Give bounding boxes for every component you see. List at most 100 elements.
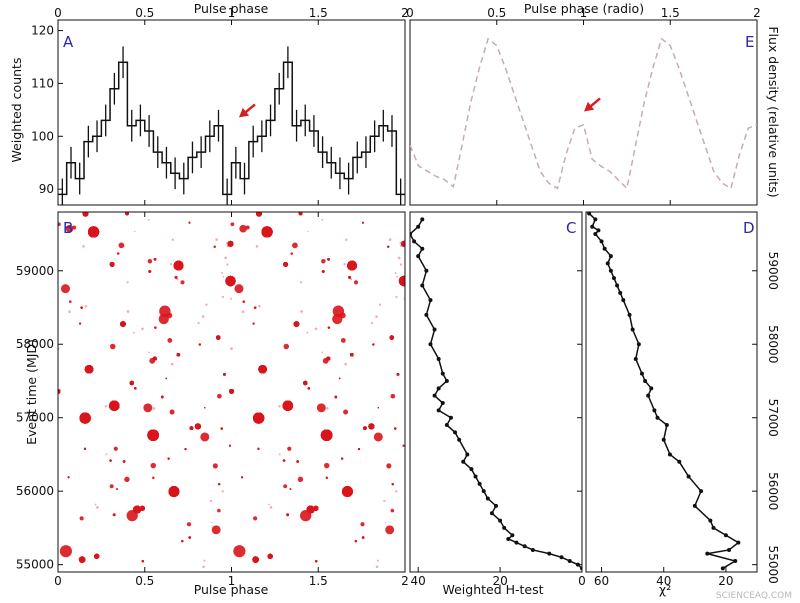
panel-b-event-dot	[341, 457, 344, 460]
panel-b-event-dot	[253, 306, 257, 309]
panel-b-event-dot	[390, 393, 396, 399]
panel-b-event-dot	[377, 407, 379, 409]
panel-b-event-dot	[372, 343, 375, 346]
panel-b-event-dot	[373, 432, 383, 442]
panel-b-event-dot	[198, 343, 201, 346]
panel-b-event-dot	[372, 343, 375, 346]
panel-b-event-dot	[117, 252, 120, 255]
panel-b-event-dot	[79, 322, 82, 325]
panel-b-event-dot	[117, 252, 120, 255]
panel-b-event-dot	[67, 476, 70, 479]
panel-b-event-dot	[327, 326, 331, 329]
panel-b-event-dot	[58, 222, 61, 227]
panel-b-event-dot	[338, 377, 341, 380]
panel-b-event-dot	[241, 476, 244, 479]
panel-b-event-dot	[152, 476, 155, 479]
panel-b-event-dot	[203, 559, 206, 562]
panel-c-htest-point	[453, 430, 458, 435]
panel-b-event-dot	[122, 460, 126, 463]
panel-b-event-dot	[357, 448, 361, 451]
panel-b-event-dot	[229, 444, 231, 447]
panel-b-event-dot	[321, 270, 325, 273]
panel-b-event-dot	[241, 476, 244, 479]
panel-b-event-dot	[387, 245, 390, 248]
panel-b-event-dot	[67, 476, 70, 479]
panel-b-event-dot	[218, 483, 221, 486]
panel-b-event-dot	[387, 245, 390, 248]
panel-b-event-dot	[387, 245, 390, 248]
panel-b-event-dot	[293, 321, 300, 327]
panel-b-event-dot	[357, 448, 361, 451]
panel-b-event-dot	[242, 300, 245, 303]
panel-b-event-dot	[134, 387, 137, 390]
panel-b-event-dot	[324, 462, 330, 469]
panel-e-arrowhead	[584, 101, 595, 112]
panel-b-event-dot	[289, 488, 292, 490]
panel-b-event-dot	[153, 257, 157, 261]
panel-b-event-dot	[154, 326, 157, 329]
panel-b-event-dot	[132, 331, 135, 334]
panel-b-event-dot	[126, 310, 130, 313]
panel-b-event-dot	[188, 221, 191, 224]
panel-b-event-dot	[348, 276, 351, 279]
panel-b-event-dot	[220, 427, 223, 430]
panel-c-htest-point	[506, 536, 511, 541]
panel-b-event-dot	[307, 387, 311, 390]
panel-b-event-dot	[109, 459, 112, 462]
panel-b-event-dot	[153, 257, 157, 261]
panel-b-event-dot	[258, 364, 267, 374]
panel-b-event-dot	[258, 304, 261, 308]
panel-b-event-dot	[229, 444, 231, 447]
panel-b-event-dot	[357, 448, 361, 451]
panel-b-event-dot	[306, 505, 315, 514]
panel-b-event-dot	[198, 343, 201, 346]
panel-b-event-dot	[205, 303, 208, 306]
panel-b-event-dot	[387, 245, 390, 248]
panel-b-event-dot	[296, 460, 299, 463]
panel-b-event-dot	[315, 560, 318, 563]
panel-b-event-dot	[198, 343, 201, 346]
panel-b-event-dot	[253, 306, 257, 309]
panel-b-event-dot	[124, 476, 130, 483]
panel-b-event-dot	[184, 448, 187, 451]
panel-b-event-dot	[188, 536, 191, 539]
panel-b-event-dot	[286, 513, 290, 517]
panel-b-event-dot	[394, 427, 397, 430]
panel-b-event-dot	[184, 448, 187, 451]
panel-b-event-dot	[402, 444, 405, 447]
panel-b-event-dot	[372, 343, 375, 346]
panel-b-event-dot	[360, 522, 365, 527]
panel-b-event-dot	[394, 427, 397, 430]
panel-c-htest-point	[416, 224, 421, 229]
panel-b-event-dot	[341, 457, 344, 460]
panel-b-event-dot	[402, 444, 405, 447]
panel-b-event-dot	[296, 460, 299, 463]
panel-b-event-dot	[180, 280, 185, 285]
panel-b-event-dot	[174, 276, 178, 279]
panel-b-event-dot	[96, 505, 99, 509]
panel-b-event-dot	[402, 444, 405, 447]
panel-b-event-dot	[220, 427, 223, 430]
panel-c-htest-point	[461, 459, 466, 464]
panel-b-event-dot	[252, 322, 255, 325]
panel-b-event-dot	[362, 221, 364, 224]
panel-b-event-dot	[213, 245, 216, 248]
panel-b-event-dot	[112, 513, 116, 517]
panel-b-event-dot	[327, 257, 330, 261]
panel-b-event-dot	[188, 221, 191, 224]
panel-b-event-dot	[334, 395, 338, 399]
panel-b-event-dot	[348, 276, 351, 279]
panel-d: 60 40 20 55000 56000 57000 58000 59000 D χ²	[585, 211, 780, 597]
panel-b-event-dot	[396, 372, 400, 376]
panel-b-event-dot	[327, 326, 331, 329]
panel-b-event-dot	[361, 536, 365, 539]
panel-b-event-dot	[174, 276, 178, 279]
panel-b-event-dot	[154, 326, 157, 329]
panel-b-event-dot	[354, 539, 357, 543]
panel-c-htest-point	[436, 386, 441, 391]
panel-b-event-dot	[83, 447, 87, 450]
panel-b-event-dot	[362, 221, 364, 224]
panel-b-event-dot	[257, 447, 260, 450]
panel-b-event-dot	[223, 372, 226, 376]
panel-b-event-dot	[80, 306, 83, 309]
